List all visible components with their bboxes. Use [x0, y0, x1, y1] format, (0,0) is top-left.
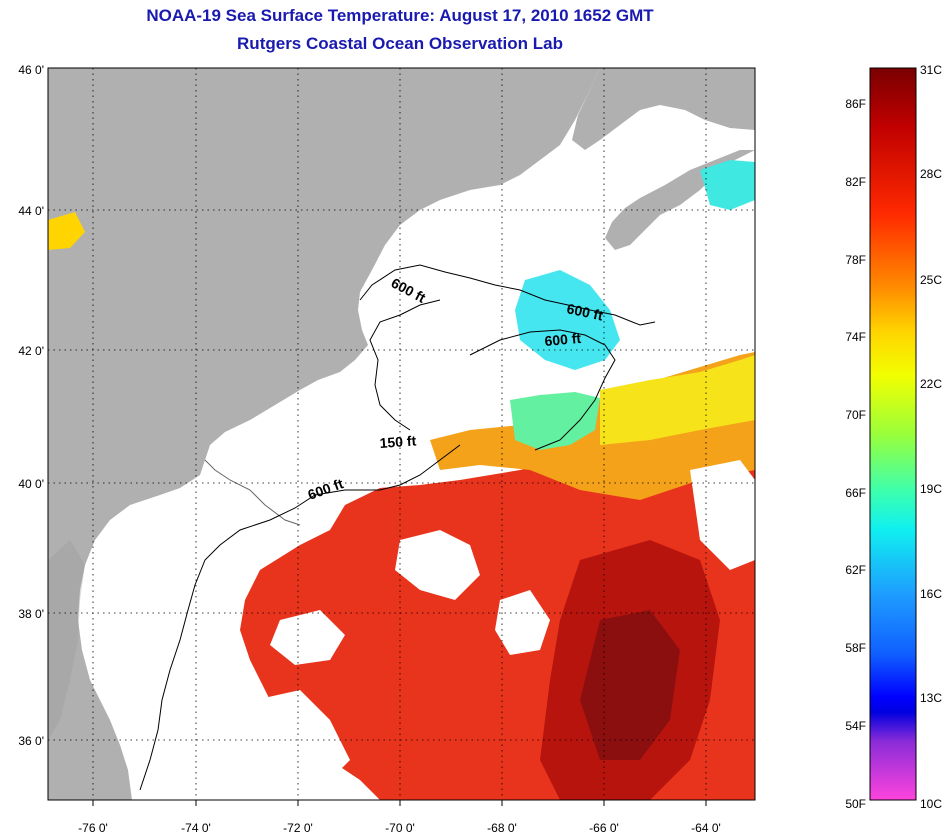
lat-label: 46 0': [18, 63, 44, 77]
cbar-c-label: 28C: [920, 167, 942, 181]
colorbar-fahrenheit-labels: 86F 82F 78F 74F 70F 66F 62F 58F 54F 50F: [845, 97, 866, 811]
lat-label: 38 0': [18, 607, 44, 621]
cbar-f-label: 82F: [845, 175, 866, 189]
contour-label-600-c: 600 ft: [544, 330, 582, 349]
land-nova-scotia: [605, 150, 755, 250]
colorbar-celsius-labels: 31C 28C 25C 22C 19C 16C 13C 10C: [920, 63, 942, 811]
lat-label: 42 0': [18, 344, 44, 358]
cbar-c-label: 31C: [920, 63, 942, 77]
land-delmarva: [48, 540, 85, 740]
lon-label: -66 0': [589, 821, 619, 835]
lon-label: -70 0': [385, 821, 415, 835]
sst-warm-region: [48, 160, 755, 800]
cbar-c-label: 19C: [920, 482, 942, 496]
contour-label-600-b: 600 ft: [565, 300, 604, 323]
lat-axis: 46 0' 44 0' 42 0' 40 0' 38 0' 36 0': [18, 63, 44, 748]
colorbar: [869, 67, 917, 801]
contour-shelf-edge: [139, 444, 461, 791]
lon-label: -76 0': [78, 821, 108, 835]
cbar-f-label: 50F: [845, 797, 866, 811]
cbar-f-label: 78F: [845, 253, 866, 267]
lon-label: -64 0': [691, 821, 721, 835]
lat-label: 40 0': [18, 477, 44, 491]
lon-axis: -76 0' -74 0' -72 0' -70 0' -68 0' -66 0…: [78, 821, 721, 835]
cbar-c-label: 22C: [920, 377, 942, 391]
lon-label: -74 0': [181, 821, 211, 835]
lat-label: 36 0': [18, 734, 44, 748]
land-new-brunswick: [572, 68, 755, 150]
graticule: [48, 68, 755, 800]
land-northeast-us-canada: [48, 68, 600, 800]
cbar-f-label: 74F: [845, 330, 866, 344]
contour-label-150: 150 ft: [379, 432, 417, 451]
cbar-f-label: 54F: [845, 719, 866, 733]
coast-detail: [204, 459, 301, 526]
cbar-f-label: 62F: [845, 563, 866, 577]
cbar-f-label: 58F: [845, 641, 866, 655]
lon-label: -68 0': [487, 821, 517, 835]
contour-600ft-georges: [469, 329, 616, 451]
map-frame: [47, 67, 756, 801]
map-subtitle: Rutgers Coastal Ocean Observation Lab: [237, 34, 563, 53]
cbar-c-label: 10C: [920, 797, 942, 811]
cbar-f-label: 86F: [845, 97, 866, 111]
cbar-f-label: 70F: [845, 408, 866, 422]
cbar-c-label: 13C: [920, 691, 942, 705]
cbar-f-label: 66F: [845, 486, 866, 500]
contour-600ft-gulf-maine: [359, 264, 656, 326]
cbar-c-label: 25C: [920, 273, 942, 287]
map-title: NOAA-19 Sea Surface Temperature: August …: [146, 6, 654, 25]
lon-label: -72 0': [283, 821, 313, 835]
cbar-c-label: 16C: [920, 587, 942, 601]
lat-label: 44 0': [18, 204, 44, 218]
